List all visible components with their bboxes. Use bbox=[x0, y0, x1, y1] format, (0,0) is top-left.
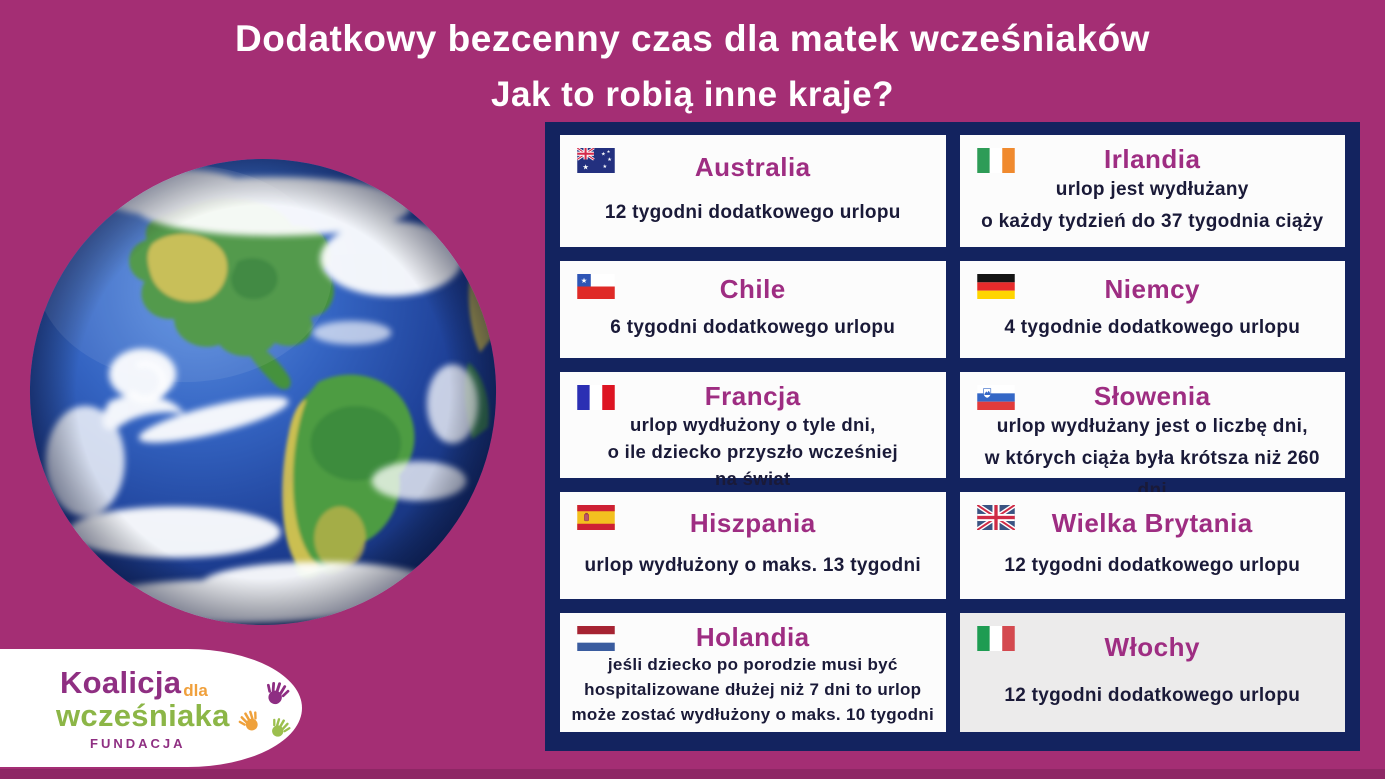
country-card-italy: Włochy 12 tygodni dodatkowego urlopu bbox=[959, 613, 1345, 732]
country-description: urlop jest wydłużany o każdy tydzień do … bbox=[981, 178, 1324, 232]
france-flag-icon bbox=[577, 385, 615, 410]
country-card-united-kingdom: Wielka Brytania 12 tygodni dodatkowego u… bbox=[959, 492, 1345, 599]
foundation-logo-text: Koalicja dla wcześniaka FUNDACJA bbox=[56, 667, 230, 750]
logo-word-dla: dla bbox=[183, 680, 208, 700]
svg-text:★: ★ bbox=[603, 164, 608, 170]
logo-word-fundacja: FUNDACJA bbox=[90, 735, 186, 751]
netherlands-flag-icon bbox=[577, 626, 615, 651]
earth-globe-image bbox=[29, 158, 497, 626]
svg-text:★: ★ bbox=[607, 149, 611, 154]
logo-word-koalicja: Koalicja bbox=[60, 664, 182, 700]
country-description: 12 tygodni dodatkowego urlopu bbox=[1004, 685, 1301, 707]
country-name: Włochy bbox=[1104, 631, 1200, 662]
svg-text:★: ★ bbox=[581, 276, 588, 285]
country-name: Niemcy bbox=[1104, 274, 1200, 305]
svg-text:★: ★ bbox=[601, 151, 606, 157]
country-name: Holandia bbox=[695, 622, 810, 652]
page-header: Dodatkowy bezcenny czas dla matek wcześn… bbox=[0, 0, 1385, 118]
spain-flag-icon bbox=[577, 505, 615, 530]
country-name: Słowenia bbox=[1093, 381, 1211, 411]
country-card-spain: Hiszpania urlop wydłużony o maks. 13 tyg… bbox=[560, 492, 946, 599]
country-description: urlop wydłużony o maks. 13 tygodni bbox=[584, 555, 921, 577]
country-description: 12 tygodni dodatkowego urlopu bbox=[1004, 555, 1301, 577]
country-card-australia: ★ ★ ★ ★ ★ Australia 12 tygodni dodatkowe… bbox=[560, 135, 946, 247]
country-card-france: Francja urlop wydłużony o tyle dni, o il… bbox=[560, 372, 946, 489]
slovenia-flag-icon bbox=[976, 385, 1015, 410]
country-description: urlop wydłużany jest o liczbę dni, w któ… bbox=[984, 415, 1320, 502]
germany-flag-icon bbox=[976, 274, 1015, 299]
country-description: 4 tygodnie dodatkowego urlopu bbox=[1004, 316, 1301, 338]
country-name: Wielka Brytania bbox=[1051, 507, 1253, 538]
country-description: 12 tygodni dodatkowego urlopu bbox=[604, 201, 901, 223]
italy-flag-icon bbox=[976, 626, 1015, 651]
foundation-logo: Koalicja dla wcześniaka FUNDACJA bbox=[0, 649, 302, 767]
country-description: urlop wydłużony o tyle dni, o ile dzieck… bbox=[607, 413, 898, 490]
country-card-germany: Niemcy 4 tygodnie dodatkowego urlopu bbox=[959, 261, 1345, 358]
united-kingdom-flag-icon bbox=[976, 505, 1015, 530]
svg-text:★: ★ bbox=[607, 157, 612, 163]
country-description: jeśli dziecko po porodzie musi być hospi… bbox=[571, 654, 934, 724]
country-name: Hiszpania bbox=[689, 507, 816, 538]
main-title: Dodatkowy bezcenny czas dla matek wcześn… bbox=[235, 18, 1150, 59]
ireland-flag-icon bbox=[976, 148, 1015, 173]
country-name: Chile bbox=[719, 274, 786, 305]
svg-text:★: ★ bbox=[582, 163, 589, 172]
country-name: Irlandia bbox=[1104, 144, 1201, 174]
countries-panel: ★ ★ ★ ★ ★ Australia 12 tygodni dodatkowe… bbox=[545, 122, 1360, 751]
country-card-ireland: Irlandia urlop jest wydłużany o każdy ty… bbox=[959, 135, 1345, 247]
australia-flag-icon: ★ ★ ★ ★ ★ bbox=[577, 148, 615, 173]
chile-flag-icon: ★ bbox=[577, 274, 615, 299]
logo-word-wczesniaka: wcześniaka bbox=[56, 697, 230, 733]
country-card-chile: ★ Chile 6 tygodni dodatkowego urlopu bbox=[560, 261, 946, 358]
country-card-slovenia: Słowenia urlop wydłużany jest o liczbę d… bbox=[959, 372, 1345, 501]
country-name: Australia bbox=[694, 151, 811, 182]
subtitle: Jak to robią inne kraje? bbox=[491, 75, 894, 115]
bottom-accent-strip bbox=[0, 769, 1385, 779]
country-description: 6 tygodni dodatkowego urlopu bbox=[610, 316, 896, 338]
country-card-netherlands: Holandia jeśli dziecko po porodzie musi … bbox=[560, 613, 946, 732]
country-name: Francja bbox=[704, 381, 801, 411]
handprints-icon bbox=[235, 678, 293, 742]
